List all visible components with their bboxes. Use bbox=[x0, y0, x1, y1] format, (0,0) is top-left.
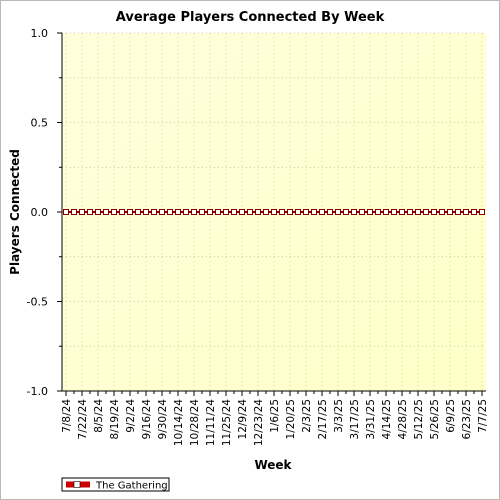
data-point bbox=[415, 209, 421, 215]
x-tick-label: 10/28/24 bbox=[189, 399, 201, 446]
data-point bbox=[207, 209, 213, 215]
data-point bbox=[175, 209, 181, 215]
legend-label: The Gathering bbox=[95, 481, 168, 492]
y-tick-label: 0.5 bbox=[31, 117, 49, 130]
data-point bbox=[455, 209, 461, 215]
y-tick-label: 0.0 bbox=[31, 206, 49, 219]
x-tick-label: 1/20/25 bbox=[285, 399, 297, 439]
data-point bbox=[143, 209, 149, 215]
data-point bbox=[375, 209, 381, 215]
data-point bbox=[79, 209, 85, 215]
data-point bbox=[335, 209, 341, 215]
x-tick-label: 8/5/24 bbox=[93, 399, 105, 433]
chart-title: Average Players Connected By Week bbox=[116, 10, 385, 25]
data-point bbox=[311, 209, 317, 215]
x-tick-label: 5/12/25 bbox=[413, 399, 425, 439]
y-tick-label: -1.0 bbox=[27, 385, 48, 398]
x-tick-label: 3/31/25 bbox=[365, 399, 377, 439]
x-tick-label: 2/17/25 bbox=[317, 399, 329, 439]
data-point bbox=[159, 209, 165, 215]
data-point bbox=[343, 209, 349, 215]
data-point bbox=[367, 209, 373, 215]
data-point bbox=[295, 209, 301, 215]
x-tick-label: 3/3/25 bbox=[333, 399, 345, 433]
data-point bbox=[327, 209, 333, 215]
x-tick-label: 12/23/24 bbox=[253, 399, 265, 446]
x-tick-label: 10/14/24 bbox=[173, 399, 185, 446]
x-tick-label: 7/7/25 bbox=[477, 399, 489, 433]
x-tick-label: 9/2/24 bbox=[125, 399, 137, 433]
data-point bbox=[319, 209, 325, 215]
x-tick-label: 9/16/24 bbox=[141, 399, 153, 440]
data-point bbox=[383, 209, 389, 215]
data-point bbox=[303, 209, 309, 215]
x-tick-label: 1/6/25 bbox=[269, 399, 281, 433]
x-tick-label: 11/25/24 bbox=[221, 399, 233, 446]
data-point bbox=[87, 209, 93, 215]
data-point bbox=[255, 209, 261, 215]
data-point bbox=[191, 209, 197, 215]
data-point bbox=[183, 209, 189, 215]
data-point bbox=[431, 209, 437, 215]
x-tick-label: 12/9/24 bbox=[237, 399, 249, 440]
data-point bbox=[247, 209, 253, 215]
data-point bbox=[231, 209, 237, 215]
data-point bbox=[399, 209, 405, 215]
data-point bbox=[407, 209, 413, 215]
data-point bbox=[167, 209, 173, 215]
data-point bbox=[151, 209, 157, 215]
data-point bbox=[359, 209, 365, 215]
x-tick-label: 7/8/24 bbox=[61, 399, 73, 433]
data-point bbox=[447, 209, 453, 215]
y-axis-label: Players Connected bbox=[8, 149, 22, 275]
data-point bbox=[223, 209, 229, 215]
data-point bbox=[351, 209, 357, 215]
data-point bbox=[63, 209, 69, 215]
x-tick-label: 2/3/25 bbox=[301, 399, 313, 433]
data-point bbox=[263, 209, 269, 215]
data-point bbox=[103, 209, 109, 215]
y-tick-label: -0.5 bbox=[27, 296, 48, 309]
legend-box bbox=[61, 477, 170, 492]
data-point bbox=[127, 209, 133, 215]
data-point bbox=[479, 209, 485, 215]
legend-swatch-marker bbox=[73, 481, 81, 488]
x-tick-label: 5/26/25 bbox=[429, 399, 441, 439]
data-point bbox=[287, 209, 293, 215]
data-point bbox=[199, 209, 205, 215]
data-point bbox=[423, 209, 429, 215]
y-axis-ticks: 1.0 0.5 0.0 -0.5 -1.0 bbox=[27, 27, 62, 398]
x-tick-label: 3/17/25 bbox=[349, 399, 361, 439]
x-tick-label: 4/14/25 bbox=[381, 399, 393, 439]
x-tick-label: 9/30/24 bbox=[157, 399, 169, 440]
data-point bbox=[279, 209, 285, 215]
x-tick-label: 7/22/24 bbox=[77, 399, 89, 440]
data-point bbox=[95, 209, 101, 215]
data-point bbox=[471, 209, 477, 215]
data-point bbox=[439, 209, 445, 215]
data-point bbox=[135, 209, 141, 215]
x-tick-label: 11/11/24 bbox=[205, 399, 217, 446]
data-point bbox=[215, 209, 221, 215]
x-axis-ticks: 7/8/24 7/22/24 8/5/24 8/19/24 9/2/24 9/16/24 9… bbox=[61, 391, 489, 446]
data-point bbox=[119, 209, 125, 215]
data-point bbox=[391, 209, 397, 215]
data-point bbox=[111, 209, 117, 215]
x-tick-label: 6/23/25 bbox=[461, 399, 473, 439]
x-tick-label: 4/28/25 bbox=[397, 399, 409, 439]
data-point bbox=[239, 209, 245, 215]
x-axis-label: Week bbox=[254, 458, 292, 472]
x-tick-label: 8/19/24 bbox=[109, 399, 121, 440]
data-point bbox=[271, 209, 277, 215]
legend: The Gathering bbox=[61, 477, 170, 492]
data-point bbox=[463, 209, 469, 215]
x-tick-label: 6/9/25 bbox=[445, 399, 457, 433]
series-the-gathering bbox=[63, 209, 485, 215]
data-point bbox=[71, 209, 77, 215]
y-tick-label: 1.0 bbox=[31, 27, 49, 40]
